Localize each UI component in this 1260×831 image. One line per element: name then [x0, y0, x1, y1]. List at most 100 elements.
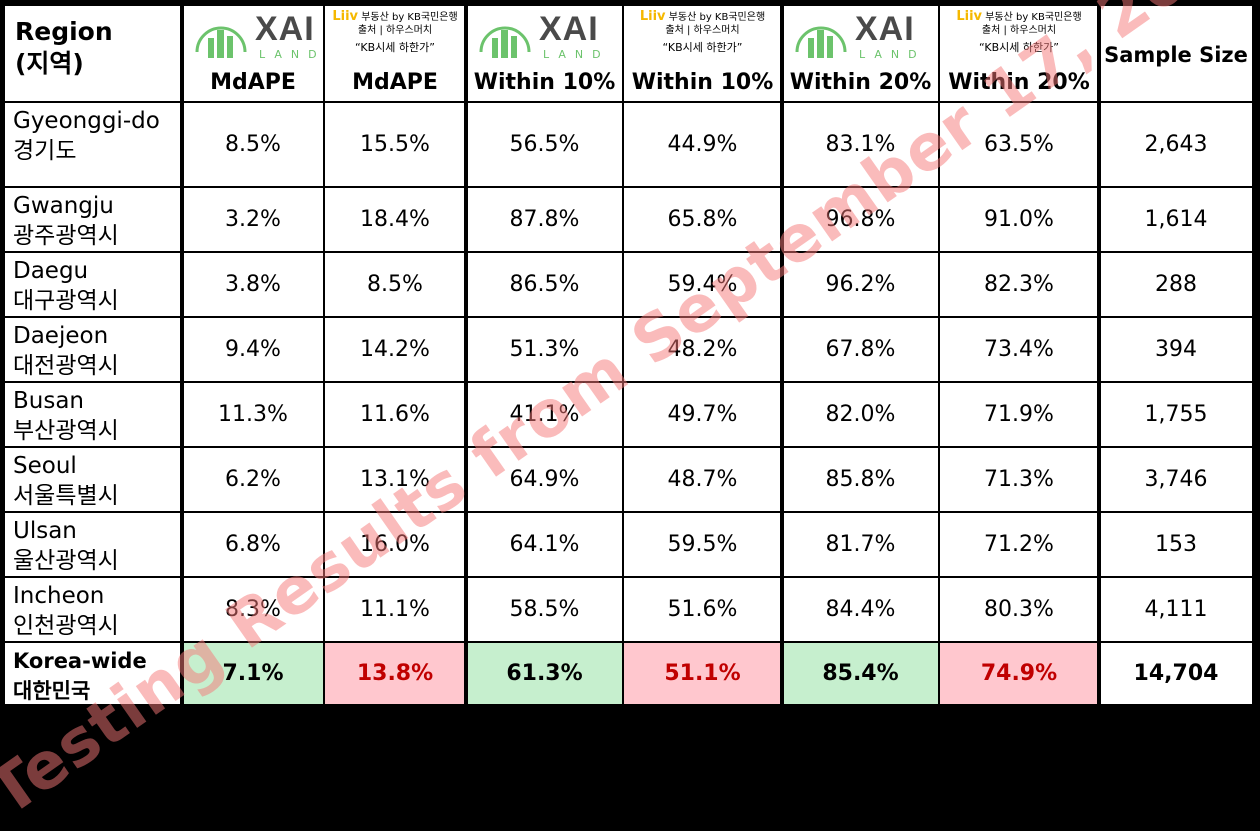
table-cell: 80.3%: [940, 578, 1098, 641]
region-name: Busan 부산광역시: [5, 383, 181, 446]
region-name-total: Korea-wide 대한민국: [5, 643, 181, 704]
column-header-label: Within 20%: [789, 70, 932, 95]
table-cell: 4,111: [1100, 578, 1252, 641]
table-cell: 64.1%: [467, 513, 622, 576]
xai-logo-text: XAI: [855, 10, 915, 48]
table-cell: 16.0%: [325, 513, 465, 576]
region-name-en: Incheon: [13, 583, 105, 609]
region-name-en: Korea-wide: [13, 649, 147, 673]
table-cell: 81.7%: [783, 513, 938, 576]
group-divider: [780, 5, 784, 705]
region-name-ko: 대한민국: [13, 679, 91, 703]
region-name: Seoul 서울특별시: [5, 448, 181, 511]
region-name-en: Daejeon: [13, 323, 109, 349]
table-cell: 14.2%: [325, 318, 465, 381]
region-header-label: Region (지역): [5, 6, 181, 80]
total-cell: 51.1%: [624, 643, 781, 704]
region-header: Region (지역): [5, 6, 181, 101]
region-name-ko: 경기도: [13, 138, 77, 164]
table-cell: 6.8%: [183, 513, 323, 576]
kb-logo-caption: “KB시세 하한가”: [662, 41, 743, 54]
region-name-en: Daegu: [13, 258, 89, 284]
table-cell: 84.4%: [783, 578, 938, 641]
table-cell: 71.3%: [940, 448, 1098, 511]
table-cell: 71.2%: [940, 513, 1098, 576]
kb-logo-brand: 부동산 by KB국민은행: [985, 12, 1082, 23]
xai-land-logo: XAI LAND: [183, 10, 323, 68]
region-cell: Incheon 인천광역시: [5, 578, 181, 641]
column-header-label: MdAPE: [210, 70, 296, 95]
table-cell: 13.1%: [325, 448, 465, 511]
region-name-ko: 부산광역시: [13, 418, 119, 444]
region-name-ko: 대전광역시: [13, 353, 119, 379]
table-cell: 82.0%: [783, 383, 938, 446]
table-cell: 44.9%: [624, 103, 781, 186]
table-cell: 59.5%: [624, 513, 781, 576]
table-cell: 9.4%: [183, 318, 323, 381]
column-header: XAI LAND Within 10%: [467, 6, 622, 101]
region-name: Incheon 인천광역시: [5, 578, 181, 641]
table-cell: 6.2%: [183, 448, 323, 511]
region-name-en: Gwangju: [13, 193, 114, 219]
region-cell: Ulsan 울산광역시: [5, 513, 181, 576]
column-header: Liiv 부동산 by KB국민은행 출처 | 하우스머치 “KB시세 하한가” Wi…: [940, 6, 1098, 101]
xai-logo-sub: LAND: [259, 48, 323, 61]
liiv-brand-text: Liiv: [639, 9, 666, 24]
total-cell: 74.9%: [940, 643, 1098, 704]
table-cell: 71.9%: [940, 383, 1098, 446]
table-cell: 49.7%: [624, 383, 781, 446]
table-cell: 83.1%: [783, 103, 938, 186]
table-cell: 73.4%: [940, 318, 1098, 381]
region-name: Daegu 대구광역시: [5, 253, 181, 316]
xai-land-logo: XAI LAND: [467, 10, 622, 68]
column-header: XAI LAND MdAPE: [183, 6, 323, 101]
column-header-label: Sample Size: [1104, 43, 1248, 67]
table-cell: 59.4%: [624, 253, 781, 316]
table-cell: 96.8%: [783, 188, 938, 251]
xai-logo-text: XAI: [255, 10, 315, 48]
kb-liiv-logo: Liiv 부동산 by KB국민은행 출처 | 하우스머치 “KB시세 하한가”: [624, 10, 781, 70]
table-cell: 65.8%: [624, 188, 781, 251]
region-name-en: Seoul: [13, 453, 77, 479]
xai-building-icon: [195, 26, 247, 58]
table-cell: 18.4%: [325, 188, 465, 251]
table-cell: 8.5%: [325, 253, 465, 316]
kb-logo-caption: “KB시세 하한가”: [355, 41, 435, 54]
region-name-ko: 인천광역시: [13, 613, 119, 639]
table-cell: 1,614: [1100, 188, 1252, 251]
group-divider: [464, 5, 468, 705]
column-header-label: Within 10%: [631, 70, 774, 95]
kb-logo-brand: 부동산 by KB국민은행: [668, 12, 766, 23]
table-cell: 63.5%: [940, 103, 1098, 186]
column-header-label: Within 10%: [473, 70, 616, 95]
region-cell-total: Korea-wide 대한민국: [5, 643, 181, 704]
region-name-en: Ulsan: [13, 518, 77, 544]
table-cell: 86.5%: [467, 253, 622, 316]
liiv-brand-text: Liiv: [956, 9, 983, 24]
table-cell: 91.0%: [940, 188, 1098, 251]
table-cell: 3,746: [1100, 448, 1252, 511]
table-cell: 15.5%: [325, 103, 465, 186]
column-header-label: MdAPE: [352, 70, 438, 95]
table-cell: 67.8%: [783, 318, 938, 381]
kb-logo-source: 출처 | 하우스머치: [665, 25, 740, 36]
table-cell: 58.5%: [467, 578, 622, 641]
region-name: Gyeonggi-do 경기도: [5, 103, 181, 166]
region-name-ko: 광주광역시: [13, 223, 119, 249]
region-name-ko: 대구광역시: [13, 288, 119, 314]
kb-liiv-logo: Liiv 부동산 by KB국민은행 출처 | 하우스머치 “KB시세 하한가”: [325, 10, 465, 70]
table-cell: 56.5%: [467, 103, 622, 186]
region-name-en: Gyeonggi-do: [13, 108, 160, 134]
total-cell: 13.8%: [325, 643, 465, 704]
xai-building-icon: [795, 26, 847, 58]
kb-logo-line1: Liiv 부동산 by KB국민은행: [940, 10, 1098, 24]
xai-land-logo: XAI LAND: [783, 10, 938, 68]
table-cell: 96.2%: [783, 253, 938, 316]
region-header-ko: (지역): [15, 49, 84, 78]
region-name: Daejeon 대전광역시: [5, 318, 181, 381]
group-divider: [1097, 5, 1101, 705]
region-name-en: Busan: [13, 388, 85, 414]
total-cell: 14,704: [1100, 643, 1252, 704]
kb-logo-line1: Liiv 부동산 by KB국민은행: [624, 10, 781, 24]
